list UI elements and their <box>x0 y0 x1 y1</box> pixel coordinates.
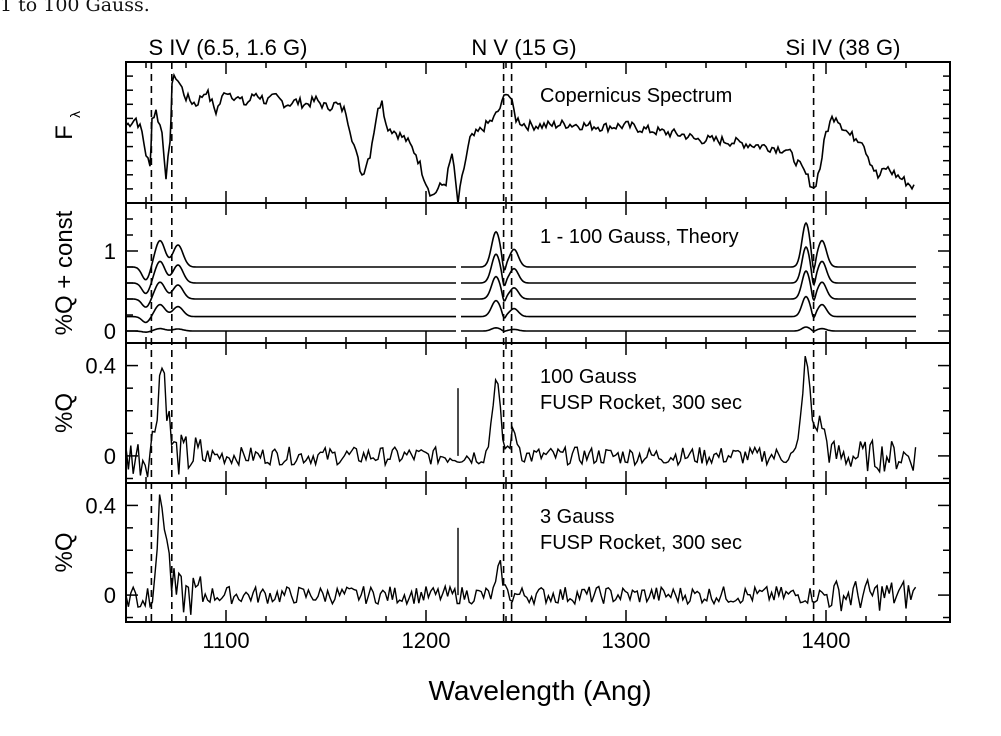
line-markers <box>150 62 815 622</box>
theory-curve <box>126 295 916 324</box>
line-labels: S IV (6.5, 1.6 G) N V (15 G) Si IV (38 G) <box>149 35 901 60</box>
panel-frame <box>125 202 951 344</box>
panel-label: 1 - 100 Gauss, Theory <box>540 226 739 248</box>
theory-curve <box>126 269 916 308</box>
series-group <box>126 494 917 615</box>
y-axis-label: %Q <box>51 532 78 572</box>
rocket-polarization-line <box>126 355 917 478</box>
y-tick-label: 0 <box>104 444 116 469</box>
series-group <box>126 72 915 203</box>
y-axis-label: %Q + const <box>51 210 78 335</box>
panel-frame <box>125 342 951 484</box>
panel-copernicus: Fλ Copernicus Spectrum <box>51 61 951 204</box>
theory-curve <box>126 326 916 334</box>
figure-caption: 1 to 100 Gauss. <box>0 0 150 16</box>
y-axis-label-subscript: λ <box>67 111 83 118</box>
x-tick-label: 1400 <box>802 628 851 653</box>
rocket-polarization-line <box>126 494 917 615</box>
copernicus-spectrum-line <box>126 72 915 203</box>
x-tick-label: 1200 <box>402 628 451 653</box>
x-tick-label: 1100 <box>202 628 249 653</box>
y-tick-label: 0 <box>104 583 116 608</box>
panel-label: 3 Gauss <box>540 506 614 528</box>
y-axis-label: %Q <box>51 393 78 433</box>
y-tick-label: 0.4 <box>85 354 116 379</box>
line-marker-label: S IV (6.5, 1.6 G) <box>149 35 308 60</box>
panel-label: Copernicus Spectrum <box>540 85 732 107</box>
x-tick-label: 1300 <box>602 628 651 653</box>
line-marker-label: Si IV (38 G) <box>786 35 901 60</box>
theory-curve <box>126 221 916 281</box>
y-axis-label: F <box>51 125 78 140</box>
panels: Fλ Copernicus Spectrum 0 1 %Q + const 1 - 100… <box>51 61 951 623</box>
line-marker-label: N V (15 G) <box>471 35 576 60</box>
series-group <box>126 221 916 334</box>
panel-frame <box>125 482 951 623</box>
x-axis-label: Wavelength (Ang) <box>428 675 651 706</box>
y-tick-label: 0.4 <box>85 493 116 518</box>
theory-curve <box>126 245 916 295</box>
panel-rocket100: 0 0.4 %Q 100 Gauss FUSP Rocket, 300 sec <box>51 342 951 484</box>
panel-label: FUSP Rocket, 300 sec <box>540 392 742 414</box>
panel-label: 100 Gauss <box>540 366 637 388</box>
x-axis: 1100 1200 1300 1400 <box>202 628 850 653</box>
y-tick-label: 1 <box>104 239 116 264</box>
y-tick-label: 0 <box>104 319 116 344</box>
panel-label: FUSP Rocket, 300 sec <box>540 532 742 554</box>
panel-theory: 0 1 %Q + const 1 - 100 Gauss, Theory <box>51 202 951 344</box>
panel-rocket3: 0 0.4 %Q 3 Gauss FUSP Rocket, 300 sec <box>51 482 951 623</box>
series-group <box>126 355 917 478</box>
